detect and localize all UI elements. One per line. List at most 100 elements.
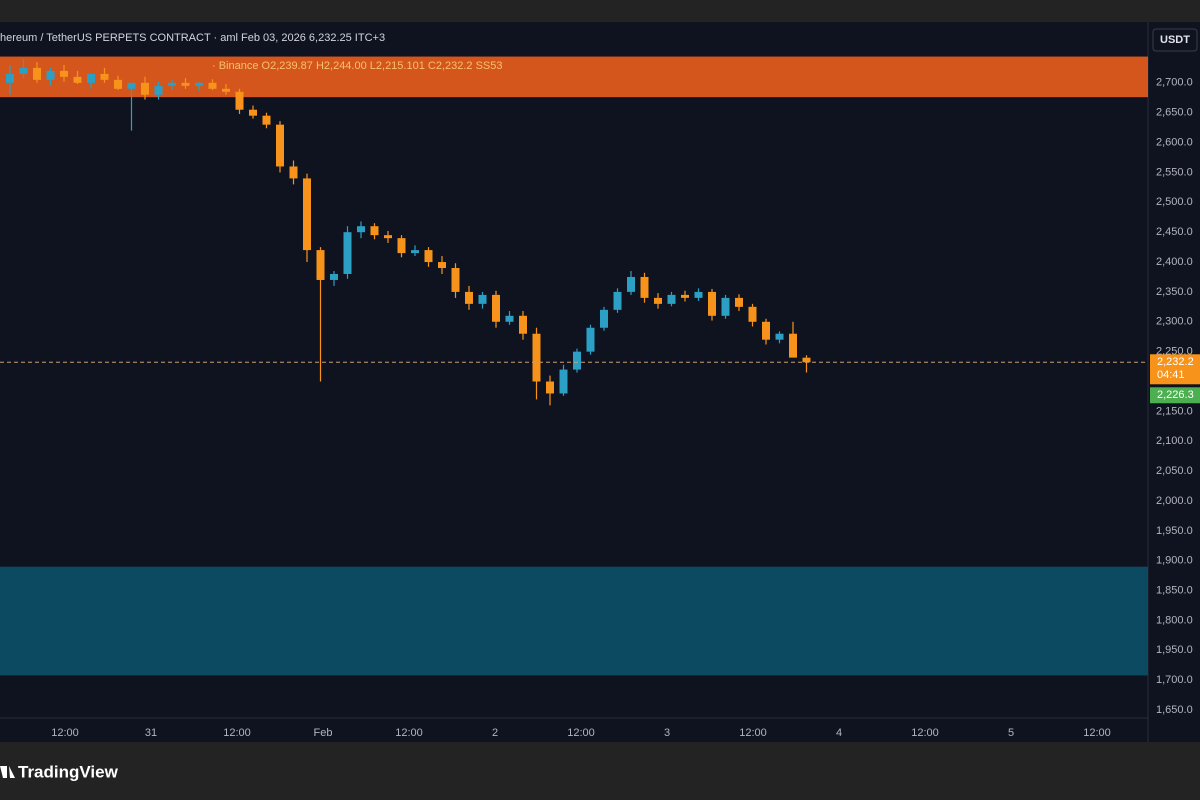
y-tick-label: 2,150.0 <box>1156 405 1193 417</box>
candles <box>6 58 811 406</box>
candle-body <box>127 82 136 89</box>
candle-body <box>802 357 811 363</box>
candle-body <box>559 369 568 394</box>
candle-body <box>60 70 68 77</box>
candle-body <box>411 250 419 254</box>
last-price-badge <box>1150 354 1200 385</box>
candle-body <box>384 235 392 239</box>
y-tick-label: 2,250.0 <box>1156 346 1193 358</box>
x-tick-label: 12:00 <box>51 727 79 739</box>
candle-body <box>195 82 203 86</box>
y-tick-label: 2,400.0 <box>1156 256 1193 268</box>
x-tick-label: 12:00 <box>223 727 251 739</box>
candle-body <box>789 333 797 358</box>
candle-body <box>775 333 784 340</box>
candle-body <box>519 315 527 334</box>
last-price-label: 2,232.2 <box>1157 356 1194 368</box>
candle-body <box>249 109 257 116</box>
candle-body <box>492 294 500 322</box>
candle-body <box>19 67 28 74</box>
y-tick-label: 1,700.0 <box>1156 674 1193 686</box>
candle-body <box>100 73 109 80</box>
overlay: 2,232.204:41 2,226.3 <box>0 354 1200 404</box>
candle-body <box>6 73 14 83</box>
candle-body <box>73 76 82 83</box>
y-tick-label: 1,900.0 <box>1156 555 1193 567</box>
candle-body <box>316 250 325 280</box>
y-tick-label: 2,550.0 <box>1156 166 1193 178</box>
y-tick-label: 1,800.0 <box>1156 614 1193 626</box>
y-tick-label: 2,000.0 <box>1156 495 1193 507</box>
candle-body <box>708 291 716 316</box>
candle-body <box>87 73 95 83</box>
y-tick-label: 2,500.0 <box>1156 196 1193 208</box>
bid-price-badge <box>1150 387 1200 404</box>
zone <box>0 56 1148 98</box>
y-tick-label: 2,300.0 <box>1156 316 1193 328</box>
x-tick-label: 3 <box>664 727 670 739</box>
candle-body <box>748 306 757 322</box>
candle-body <box>694 291 703 298</box>
candle-body <box>370 226 379 236</box>
candle-body <box>222 88 230 92</box>
x-tick-label: 4 <box>836 727 842 739</box>
candle-body <box>330 273 338 280</box>
zones <box>0 56 1148 676</box>
candle-body <box>478 294 487 304</box>
candle-body <box>262 115 271 125</box>
y-tick-label: 2,350.0 <box>1156 286 1193 298</box>
candle-body <box>114 79 122 89</box>
symbol-header: hereum / TetherUS PERPETS CONTRACT · aml… <box>0 32 385 44</box>
brand-logo <box>0 766 15 778</box>
candle-body <box>627 276 635 292</box>
y-tick-label: 2,650.0 <box>1156 107 1193 119</box>
y-tick-label: 1,950.0 <box>1156 525 1193 537</box>
candle-body <box>181 82 190 86</box>
y-tick-label: 2,450.0 <box>1156 226 1193 238</box>
candle-body <box>762 321 770 340</box>
candle-body <box>735 297 743 307</box>
candle-body <box>640 276 649 298</box>
x-tick-label: 12:00 <box>395 727 423 739</box>
candle-body <box>451 268 460 292</box>
candle-body <box>343 232 352 274</box>
currency-button[interactable] <box>1152 28 1198 52</box>
candle-body <box>141 82 149 95</box>
candle-body <box>303 178 311 251</box>
candle-body <box>667 294 676 304</box>
y-tick-label: 1,850.0 <box>1156 584 1193 596</box>
candle-body <box>154 85 163 95</box>
candle-body <box>33 67 41 80</box>
candle-body <box>505 315 514 322</box>
brand-name: TradingView <box>18 762 119 781</box>
x-tick-label: 12:00 <box>911 727 939 739</box>
x-tick-label: 12:00 <box>567 727 595 739</box>
x-tick-label: 2 <box>492 727 498 739</box>
y-tick-label: 2,700.0 <box>1156 77 1193 89</box>
candle-body <box>465 291 473 304</box>
y-tick-label: 1,650.0 <box>1156 704 1193 716</box>
candle-body <box>600 309 608 328</box>
candle-body <box>424 250 433 263</box>
candle-body <box>532 333 541 382</box>
candle-body <box>586 327 595 352</box>
candle-body <box>613 291 622 310</box>
bid-price-label: 2,226.3 <box>1157 389 1194 401</box>
candle-body <box>546 381 554 394</box>
x-tick-label: 5 <box>1008 727 1014 739</box>
candle-body <box>208 82 217 89</box>
x-tick-label: 31 <box>145 727 157 739</box>
candle-body <box>46 70 55 80</box>
candle-body <box>721 297 730 316</box>
y-tick-label: 2,100.0 <box>1156 435 1193 447</box>
candle-body <box>654 297 662 304</box>
currency-label[interactable]: USDT <box>1160 34 1190 46</box>
y-tick-label: 2,600.0 <box>1156 136 1193 148</box>
zone <box>0 566 1148 676</box>
countdown-label: 04:41 <box>1157 369 1185 381</box>
y-tick-label: 2,050.0 <box>1156 465 1193 477</box>
x-tick-label: Feb <box>314 727 333 739</box>
candle-body <box>168 82 176 86</box>
